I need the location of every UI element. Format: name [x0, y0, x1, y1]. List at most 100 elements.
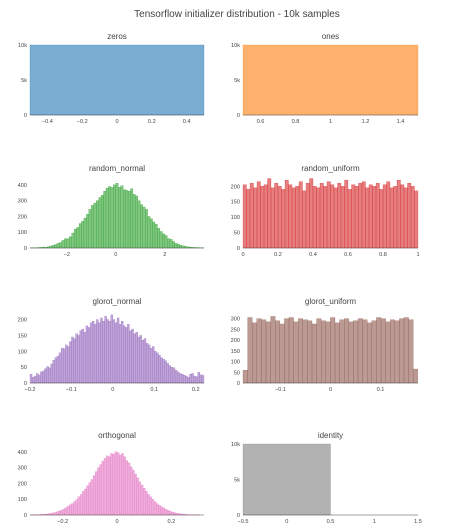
histogram-bar	[164, 235, 168, 249]
histogram-bar	[187, 377, 190, 384]
y-tick-label: 10k	[231, 43, 240, 49]
x-tick-label: 0	[115, 119, 118, 125]
histogram-bar	[348, 321, 354, 384]
y-tick-label: 5k	[21, 78, 27, 84]
histogram-bar	[31, 377, 35, 384]
x-tick-label: 0	[111, 387, 114, 393]
histogram-bar	[160, 357, 163, 384]
histogram-bar	[101, 461, 105, 516]
histogram-bar	[145, 491, 148, 516]
histogram-bar	[53, 512, 57, 516]
histogram-bar	[242, 443, 331, 516]
x-tick-label: −0.2	[57, 519, 68, 525]
histogram-bar	[100, 317, 103, 384]
x-tick-label: 1	[416, 252, 419, 258]
x-tick-label: 2	[163, 252, 166, 258]
histogram-bar	[249, 183, 254, 249]
histogram-bar	[201, 375, 205, 384]
histogram-bar	[407, 183, 412, 249]
subplot-orthogonal: orthogonal −0.2 0 0.2 0 100 200 300 400	[18, 431, 204, 525]
histogram-bar	[173, 512, 176, 516]
histogram-bar	[75, 499, 78, 516]
histogram-bar	[44, 368, 47, 384]
histogram-bar	[159, 231, 163, 249]
histogram-bar	[337, 183, 342, 249]
histogram-bar	[150, 347, 153, 384]
y-tick-label: 50	[234, 231, 240, 237]
subplot-title: glorot_uniform	[305, 297, 356, 306]
histogram-bar	[54, 357, 58, 384]
subplot-title: random_uniform	[301, 164, 360, 173]
histogram-bar	[319, 183, 324, 249]
histogram-bar	[34, 375, 37, 384]
histogram-bar	[42, 370, 45, 384]
histogram-bar	[132, 194, 136, 249]
histogram-bar	[330, 317, 336, 384]
histogram-bar	[63, 348, 66, 384]
subplot-glorot-uniform: glorot_uniform −0.1 0 0.1 0 50 100 150 200 250 300	[231, 297, 418, 393]
histogram-bar	[169, 239, 173, 249]
histogram-bar	[114, 322, 118, 384]
histogram-bar	[90, 479, 94, 516]
histogram-bar	[106, 319, 109, 384]
histogram-bar	[344, 318, 349, 384]
x-tick-label: 0.1	[150, 387, 158, 393]
y-tick-label: 400	[18, 183, 27, 189]
histogram-bar	[145, 209, 148, 249]
x-tick-label: −0.4	[42, 119, 53, 125]
histogram-bar	[172, 241, 175, 249]
histogram-bar	[79, 330, 82, 384]
histogram-bar	[174, 370, 178, 384]
histogram-bar	[96, 319, 99, 384]
histogram-bar	[260, 186, 265, 249]
histogram-bar	[92, 320, 95, 384]
histogram-bar	[367, 322, 372, 384]
histogram-bar	[263, 184, 268, 249]
histogram-bar	[138, 481, 142, 516]
histogram-bar	[129, 466, 133, 516]
histogram-bar	[305, 183, 310, 249]
histogram-bar	[385, 321, 391, 384]
histogram-bar	[340, 186, 345, 249]
histogram-bar	[60, 347, 64, 384]
histogram-bar	[49, 245, 53, 249]
histogram-bar	[66, 506, 70, 516]
histogram-bar	[125, 190, 129, 249]
histogram-bar	[334, 322, 340, 384]
histogram-bar	[127, 191, 131, 249]
histogram-bar	[105, 187, 109, 249]
histogram-bar	[400, 184, 405, 249]
histogram-bar	[160, 506, 163, 516]
histogram-bar	[121, 453, 124, 516]
histogram-bar	[66, 238, 70, 249]
histogram-bar	[389, 187, 394, 249]
histogram-bar	[399, 318, 405, 384]
histogram-bar	[93, 202, 97, 249]
histogram-bar	[112, 319, 116, 384]
histogram-bar	[67, 346, 70, 384]
histogram-bar	[344, 179, 349, 249]
histogram-bar	[166, 363, 169, 384]
histogram-bar	[256, 318, 262, 384]
histogram-bar	[142, 488, 146, 516]
histogram-bar	[137, 336, 140, 384]
histogram-bar	[291, 187, 296, 249]
histogram-bar	[162, 507, 165, 516]
histogram-bar	[99, 464, 102, 516]
histogram-bar	[65, 344, 68, 384]
histogram-bar	[242, 369, 248, 384]
histogram-bar	[52, 360, 55, 384]
figure-title: Tensorflow initializer distribution - 10…	[134, 9, 340, 20]
histogram-bar	[281, 189, 286, 249]
histogram-bar	[135, 332, 138, 384]
histogram-bar	[139, 335, 142, 384]
histogram-bar	[55, 511, 59, 516]
histogram-bar	[87, 327, 91, 384]
histogram-bar	[75, 333, 78, 384]
histogram-bar	[125, 460, 129, 516]
histogram-bar	[183, 374, 186, 384]
histogram-bar	[120, 185, 124, 249]
histogram-bar	[279, 323, 285, 384]
histogram-bar	[157, 228, 161, 249]
histogram-bar	[147, 216, 151, 249]
